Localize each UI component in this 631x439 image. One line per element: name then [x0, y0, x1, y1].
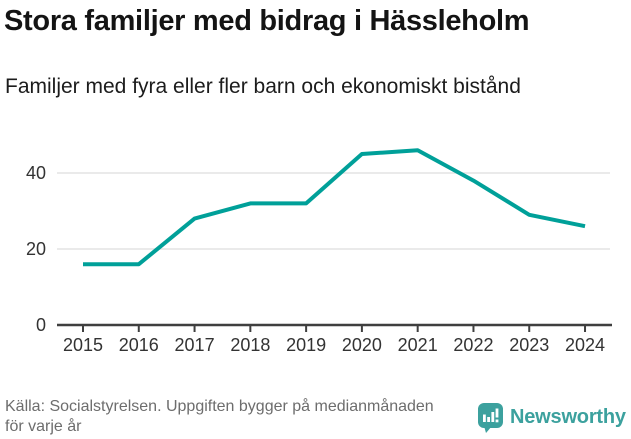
brand-name: Newsworthy — [510, 406, 626, 428]
chart-title: Stora familjer med bidrag i Hässleholm — [4, 5, 530, 37]
chart-line — [83, 148, 586, 267]
line-chart: 0 20 40 2015 2016 2017 2018 2019 2020 2021 2022 202… — [26, 148, 612, 355]
newsworthy-logo[interactable]: Newsworthy — [477, 402, 626, 433]
source-note: Källa: Socialstyrelsen. Uppgiften bygger… — [5, 397, 479, 438]
y-tick-label: 0 — [36, 315, 46, 335]
x-tick-label: 2015 — [63, 335, 103, 355]
x-tick-label: 2018 — [230, 335, 270, 355]
source-line-2: för varje år — [5, 418, 82, 436]
chart-subtitle: Familjer med fyra eller fler barn och ek… — [5, 75, 521, 98]
x-tick-label: 2019 — [286, 335, 326, 355]
y-tick-label: 20 — [26, 239, 46, 259]
x-tick-label: 2023 — [509, 335, 549, 355]
x-tick-label: 2017 — [175, 335, 215, 355]
x-tick-label: 2021 — [398, 335, 438, 355]
x-tick-label: 2022 — [453, 335, 493, 355]
y-tick-label: 40 — [26, 163, 46, 183]
newsworthy-icon — [478, 403, 503, 433]
x-tick-label: 2020 — [342, 335, 382, 355]
source-line-1: Källa: Socialstyrelsen. Uppgiften bygger… — [5, 398, 434, 415]
x-tick-label: 2024 — [565, 335, 605, 355]
x-tick-label: 2016 — [119, 335, 159, 355]
